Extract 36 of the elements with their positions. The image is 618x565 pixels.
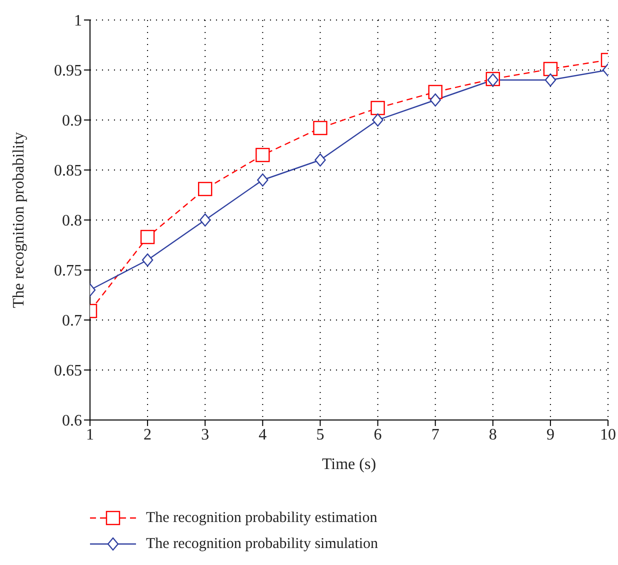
y-axis-title: The recognition probability [10,132,28,308]
point [544,73,556,87]
x-tick-label: 5 [316,426,324,444]
y-tick-label: 1 [74,12,82,30]
y-tick-label: 0.9 [62,112,82,130]
x-tick-label: 7 [431,426,440,444]
point [200,213,211,227]
y-tick-label: 0.7 [62,312,82,330]
x-tick-label: 2 [144,426,152,444]
point [370,100,385,116]
y-tick-label: 0.95 [54,62,82,80]
point [257,173,268,187]
legend-label: The recognition probability simulation [146,536,378,552]
y-tick-label: 0.75 [54,262,82,280]
point [372,113,384,127]
x-tick-label: 3 [201,426,210,444]
x-tick-label: 1 [86,426,94,444]
point [198,182,212,196]
y-tick-label: 0.8 [62,212,82,230]
point [142,253,154,267]
point [430,93,441,107]
x-tick-label: 6 [374,426,382,444]
y-tick-label: 0.85 [54,162,82,180]
point [543,62,558,76]
point [313,120,328,136]
x-axis-title: Time (s) [322,456,376,473]
point [314,153,326,167]
x-tick-label: 8 [488,426,497,444]
x-tick-label: 9 [546,426,554,444]
point [256,148,270,162]
point [140,230,155,244]
legend-label: The recognition probability estimation [146,510,378,526]
x-tick-label: 4 [258,426,267,444]
x-tick-label: 10 [600,426,616,444]
y-tick-label: 0.6 [62,412,82,430]
y-tick-label: 0.65 [54,362,82,380]
